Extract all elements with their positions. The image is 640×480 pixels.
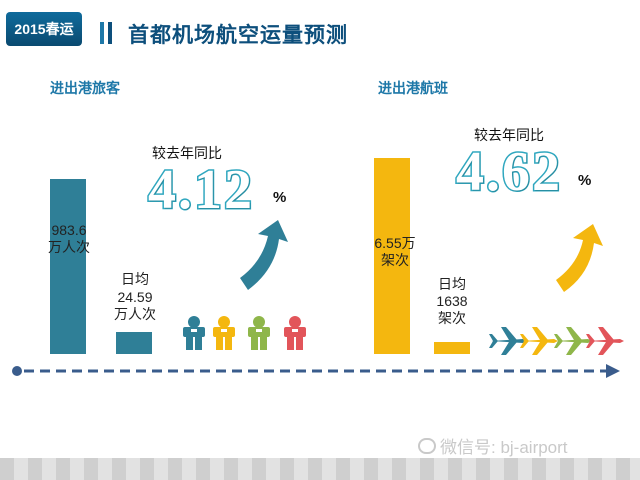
- person-icon: [284, 316, 306, 350]
- person-icon: [248, 316, 270, 350]
- passengers-daily-prefix: 日均: [121, 271, 149, 287]
- plane-icon: [520, 327, 558, 355]
- growth-arrow-icon: [240, 220, 288, 290]
- passengers-daily-value: 24.59: [117, 289, 153, 305]
- person-icon: [213, 316, 235, 350]
- flights-total-bar: [374, 158, 410, 354]
- plane-icon: [586, 327, 624, 355]
- passengers-growth-symbol: %: [273, 189, 287, 206]
- title-accent-bar: [100, 22, 104, 44]
- flights-total-value: 6.55万: [374, 235, 416, 251]
- flights-total-unit: 架次: [381, 252, 409, 268]
- plane-icon: [489, 327, 527, 355]
- growth-arrow-icon: [556, 224, 603, 292]
- passengers-daily-unit: 万人次: [114, 306, 156, 322]
- flights-daily-bar: [434, 342, 470, 354]
- flights-growth-value: 4.62: [455, 141, 562, 204]
- flights-growth-symbol: %: [578, 172, 592, 189]
- watermark-text: 微信号: bj-airport: [440, 438, 568, 457]
- flights-daily-prefix: 日均: [438, 276, 466, 292]
- footer-strip: [0, 458, 640, 480]
- page-title: 首都机场航空运量预测: [128, 24, 348, 47]
- person-icon: [183, 316, 205, 350]
- passengers-compare-label: 较去年同比: [152, 145, 222, 161]
- passengers-daily-bar: [116, 332, 152, 354]
- passengers-total-bar: [50, 179, 86, 354]
- title-accent-bar: [108, 22, 112, 44]
- passengers-growth-value: 4.12: [147, 159, 254, 222]
- timeline-arrow: [12, 364, 620, 378]
- passengers-total-value: 983.6: [51, 222, 87, 238]
- flights-daily-unit: 架次: [438, 310, 466, 326]
- flights-daily-value: 1638: [436, 293, 468, 309]
- event-tag: 2015春运: [6, 12, 82, 46]
- passengers-section-title: 进出港旅客: [50, 80, 120, 96]
- plane-icon: [554, 327, 592, 355]
- flights-compare-label: 较去年同比: [474, 127, 544, 143]
- wechat-icon: [418, 438, 436, 454]
- passengers-total-unit: 万人次: [48, 239, 90, 255]
- flights-section-title: 进出港航班: [378, 80, 448, 96]
- wechat-watermark: 微信号: bj-airport: [418, 433, 568, 458]
